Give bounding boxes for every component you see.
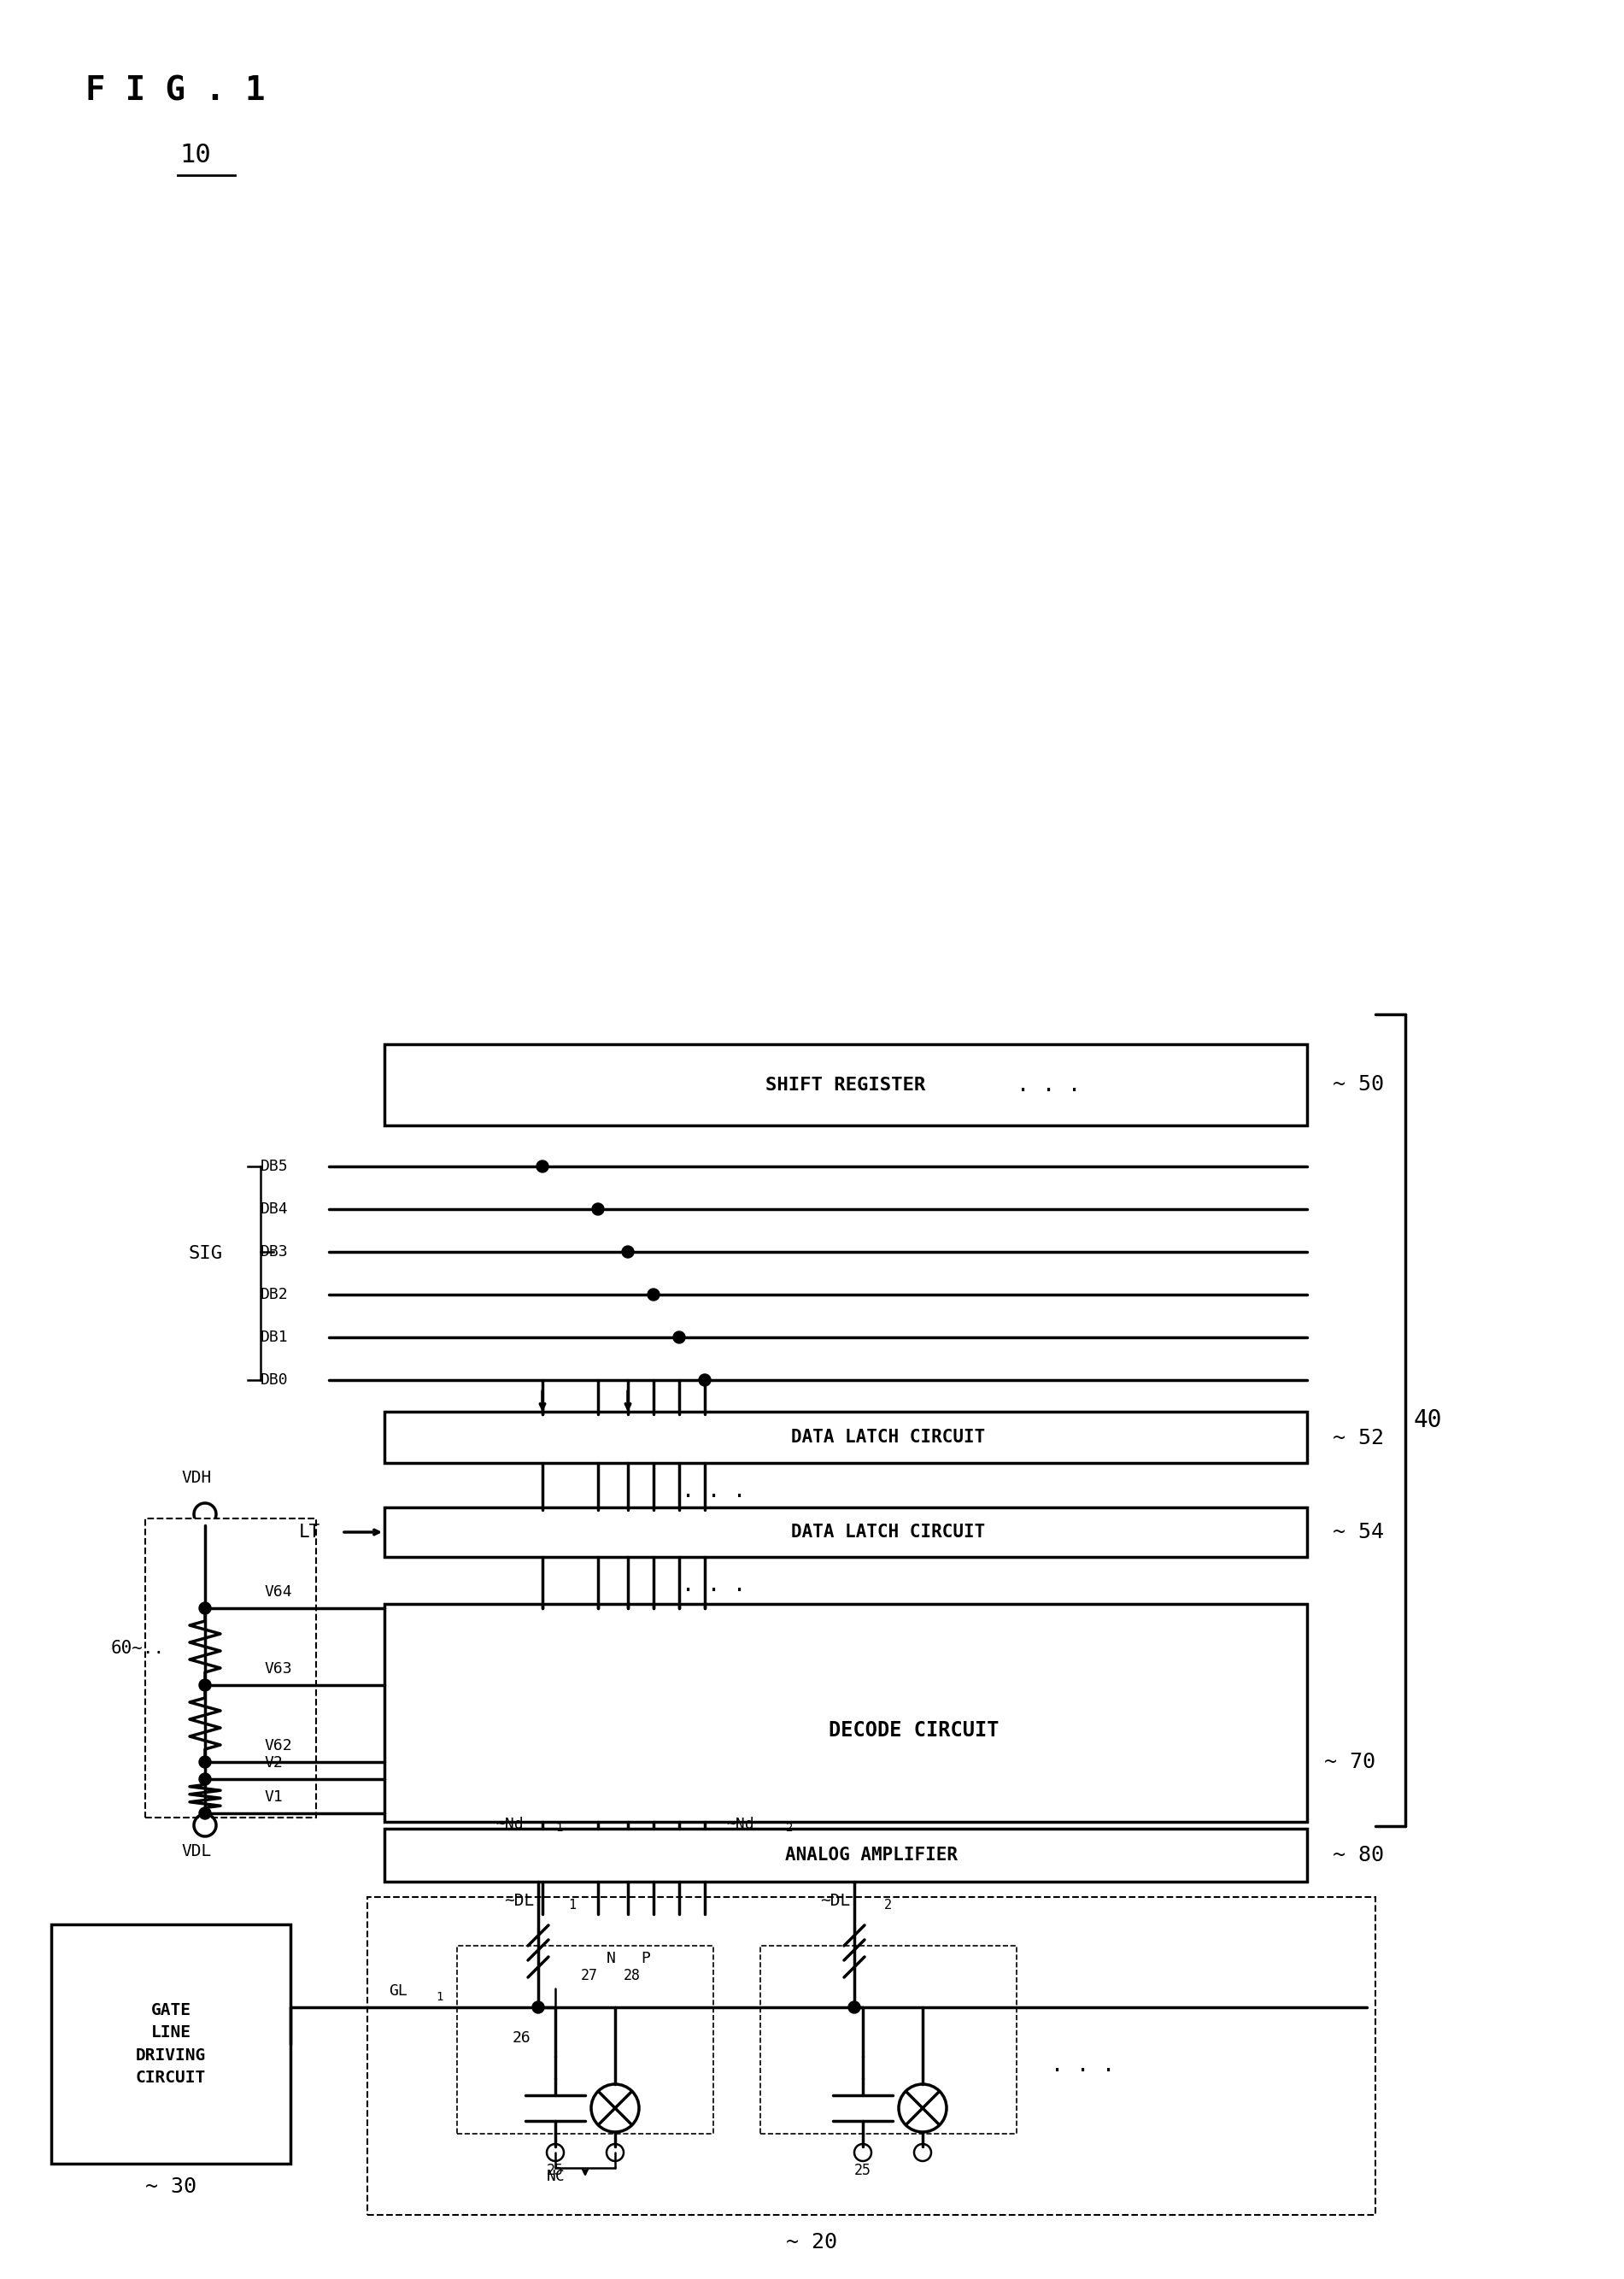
Bar xyxy=(385,1604,1307,1821)
Text: 25: 25 xyxy=(547,2163,564,2179)
Text: ~Nd: ~Nd xyxy=(726,1816,754,1832)
Circle shape xyxy=(200,1807,211,1819)
Bar xyxy=(385,1411,1307,1463)
Circle shape xyxy=(200,1757,211,1769)
Text: ~DL: ~DL xyxy=(503,1894,534,1910)
Bar xyxy=(760,1946,1017,2133)
Text: ~ 50: ~ 50 xyxy=(1333,1073,1384,1094)
Text: DB0: DB0 xyxy=(260,1372,289,1388)
Text: N: N xyxy=(606,1951,615,1967)
Text: GATE
LINE
DRIVING
CIRCUIT: GATE LINE DRIVING CIRCUIT xyxy=(136,2001,206,2085)
Circle shape xyxy=(536,1160,549,1171)
Text: DB1: DB1 xyxy=(260,1329,289,1345)
Text: DB5: DB5 xyxy=(260,1158,289,1174)
Text: ANALOG AMPLIFIER: ANALOG AMPLIFIER xyxy=(784,1846,958,1864)
Text: V1: V1 xyxy=(265,1789,284,1805)
Text: ~ 52: ~ 52 xyxy=(1333,1429,1384,1449)
Circle shape xyxy=(200,1680,211,1691)
Text: 1: 1 xyxy=(555,1821,562,1835)
Text: F I G . 1: F I G . 1 xyxy=(86,75,265,107)
Text: 25: 25 xyxy=(854,2163,872,2179)
Bar xyxy=(145,1518,317,1819)
Circle shape xyxy=(200,1602,211,1614)
Circle shape xyxy=(648,1288,659,1301)
Text: V2: V2 xyxy=(265,1755,284,1771)
Circle shape xyxy=(622,1247,633,1258)
Bar xyxy=(385,1044,1307,1126)
Text: SHIFT REGISTER: SHIFT REGISTER xyxy=(767,1076,926,1094)
Text: NC: NC xyxy=(547,2170,565,2183)
Text: 1: 1 xyxy=(568,1898,577,1912)
Text: . . .: . . . xyxy=(1017,1076,1080,1096)
Text: 40: 40 xyxy=(1415,1408,1442,1431)
Text: 10: 10 xyxy=(179,144,211,166)
Text: DB4: DB4 xyxy=(260,1201,289,1217)
Text: ~ 54: ~ 54 xyxy=(1333,1522,1384,1543)
Circle shape xyxy=(848,2001,861,2012)
Bar xyxy=(52,1923,291,2163)
Text: ~ 20: ~ 20 xyxy=(786,2231,838,2252)
Text: 28: 28 xyxy=(624,1969,641,1983)
Circle shape xyxy=(593,1203,604,1215)
Text: V62: V62 xyxy=(265,1739,292,1753)
Text: SIG: SIG xyxy=(188,1244,222,1263)
Text: ~ 70: ~ 70 xyxy=(1324,1753,1376,1773)
Circle shape xyxy=(674,1331,685,1342)
Text: VDH: VDH xyxy=(182,1470,211,1486)
Text: DATA LATCH CIRCUIT: DATA LATCH CIRCUIT xyxy=(791,1525,986,1541)
Text: ~DL: ~DL xyxy=(820,1894,851,1910)
Text: 60~..: 60~.. xyxy=(110,1641,166,1657)
Text: 26: 26 xyxy=(513,2031,531,2047)
Text: DATA LATCH CIRCUIT: DATA LATCH CIRCUIT xyxy=(791,1429,986,1445)
Text: . . .: . . . xyxy=(682,1575,745,1595)
Text: 2: 2 xyxy=(883,1898,892,1912)
Text: DECODE CIRCUIT: DECODE CIRCUIT xyxy=(828,1721,999,1741)
Text: LT: LT xyxy=(299,1525,320,1541)
Text: DB3: DB3 xyxy=(260,1244,289,1260)
Text: V63: V63 xyxy=(265,1661,292,1677)
Text: . . .: . . . xyxy=(682,1481,745,1502)
Circle shape xyxy=(533,2001,544,2012)
Text: DB2: DB2 xyxy=(260,1288,289,1301)
Bar xyxy=(456,1946,713,2133)
Bar xyxy=(367,1896,1376,2215)
Bar xyxy=(385,1506,1307,1557)
Circle shape xyxy=(698,1374,711,1386)
Text: ~Nd: ~Nd xyxy=(495,1816,523,1832)
Text: ~ 30: ~ 30 xyxy=(145,2176,197,2197)
Circle shape xyxy=(200,1773,211,1784)
Text: VDL: VDL xyxy=(182,1844,211,1860)
Text: 2: 2 xyxy=(786,1821,793,1835)
Text: P: P xyxy=(641,1951,650,1967)
Text: GL: GL xyxy=(388,1983,408,1999)
Text: 27: 27 xyxy=(581,1969,598,1983)
Bar xyxy=(385,1828,1307,1882)
Text: . . .: . . . xyxy=(1051,2056,1114,2076)
Text: V64: V64 xyxy=(265,1584,292,1600)
Text: 1: 1 xyxy=(435,1992,443,2003)
Text: ~ 80: ~ 80 xyxy=(1333,1846,1384,1867)
